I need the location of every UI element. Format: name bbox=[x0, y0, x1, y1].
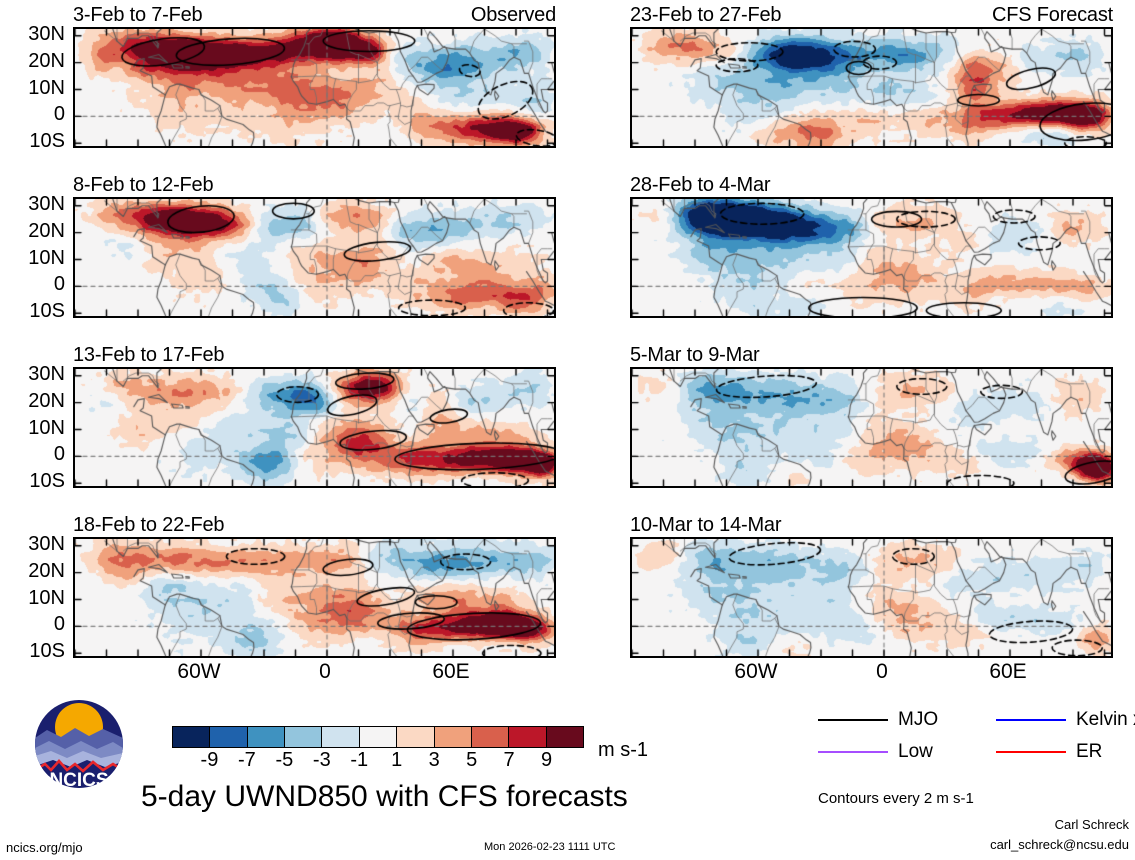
y-axis-tick-label: 10S bbox=[29, 300, 65, 323]
y-axis-tick-label: 10N bbox=[28, 416, 65, 439]
y-axis-tick-label: 0 bbox=[53, 613, 65, 636]
contours-note: Contours every 2 m s-1 bbox=[818, 790, 974, 807]
colorbar-segment bbox=[434, 727, 472, 747]
y-axis-tick-label: 10N bbox=[28, 246, 65, 269]
colorbar-tick-label: -7 bbox=[238, 749, 256, 771]
map-plot-area bbox=[73, 367, 556, 488]
y-axis-tick-label: 20N bbox=[28, 389, 65, 412]
colorbar-segment bbox=[471, 727, 510, 747]
y-axis-tick-label: 0 bbox=[53, 443, 65, 466]
map-plot-area bbox=[73, 197, 556, 318]
colorbar-tick-label: -3 bbox=[312, 749, 331, 771]
x-axis-tick-label: 60W bbox=[734, 660, 778, 683]
anomaly-map-canvas bbox=[632, 199, 1111, 316]
site-url[interactable]: ncics.org/mjo bbox=[6, 840, 83, 855]
colorbar-segment bbox=[210, 727, 248, 747]
colorbar-segment bbox=[546, 727, 583, 747]
author-email[interactable]: carl_schreck@ncsu.edu bbox=[990, 837, 1129, 852]
colorbar bbox=[172, 726, 584, 748]
legend-line-swatch bbox=[818, 751, 888, 753]
colorbar-units-label: m s-1 bbox=[598, 739, 648, 761]
x-axis-tick-label: 60E bbox=[432, 660, 470, 683]
y-axis-tick-label: 10S bbox=[29, 470, 65, 493]
colorbar-tick-label: 1 bbox=[391, 749, 403, 771]
y-axis-tick-label: 0 bbox=[53, 273, 65, 296]
colorbar-tick-label: -1 bbox=[350, 749, 369, 771]
ncics-logo-svg: NCICS bbox=[35, 700, 123, 791]
y-axis-tick-label: 10N bbox=[28, 586, 65, 609]
main-title: 5-day UWND850 with CFS forecasts bbox=[141, 780, 628, 813]
panel-title: 10-Mar to 14-Mar bbox=[630, 514, 782, 536]
anomaly-map-canvas bbox=[632, 539, 1111, 656]
legend-label: Kelvin x2 bbox=[1076, 709, 1135, 730]
anomaly-map-canvas bbox=[75, 29, 554, 146]
logo-red-line bbox=[35, 759, 123, 773]
colorbar-tick-label: 7 bbox=[503, 749, 515, 771]
map-plot-area bbox=[73, 537, 556, 658]
panel-title: 3-Feb to 7-Feb bbox=[73, 4, 203, 26]
x-axis-tick-label: 60E bbox=[989, 660, 1027, 683]
y-axis-tick-label: 30N bbox=[28, 22, 65, 45]
colorbar-segment bbox=[322, 727, 360, 747]
y-axis-tick-label: 20N bbox=[28, 49, 65, 72]
timestamp: Mon 2026-02-23 1111 UTC bbox=[484, 841, 616, 853]
colorbar-segment bbox=[509, 727, 547, 747]
anomaly-map-canvas bbox=[632, 369, 1111, 486]
logo-text: NCICS bbox=[49, 770, 108, 791]
colorbar-tick-label: 9 bbox=[540, 749, 553, 771]
y-axis-tick-label: 10N bbox=[28, 76, 65, 99]
y-axis-tick-label: 20N bbox=[28, 559, 65, 582]
panel-title: 13-Feb to 17-Feb bbox=[73, 344, 225, 366]
y-axis-tick-label: 30N bbox=[28, 532, 65, 555]
colorbar-tick-labels: -9 -7 -5 -3 -1 1 3 5 7 9 bbox=[172, 750, 584, 774]
legend-label: MJO bbox=[898, 709, 939, 730]
ncics-logo: NCICS bbox=[27, 694, 132, 799]
panel-title: 28-Feb to 4-Mar bbox=[630, 174, 771, 196]
map-plot-area bbox=[630, 27, 1113, 148]
colorbar-tick-label: -5 bbox=[275, 749, 294, 771]
panel-title: 23-Feb to 27-Feb bbox=[630, 4, 782, 26]
legend-label: ER bbox=[1076, 741, 1103, 762]
colorbar-segment bbox=[397, 727, 435, 747]
y-axis-tick-label: 20N bbox=[28, 219, 65, 242]
x-axis-tick-label: 60W bbox=[177, 660, 221, 683]
legend-label: Low bbox=[898, 741, 933, 762]
y-axis-tick-label: 10S bbox=[29, 130, 65, 153]
anomaly-map-canvas bbox=[75, 369, 554, 486]
colorbar-segment bbox=[285, 727, 323, 747]
cfs-forecast-label: CFS Forecast bbox=[992, 4, 1113, 26]
legend-line-swatch bbox=[996, 719, 1066, 721]
y-axis-tick-label: 30N bbox=[28, 192, 65, 215]
author-name: Carl Schreck bbox=[1054, 817, 1129, 832]
anomaly-map-canvas bbox=[75, 199, 554, 316]
panel-title: 5-Mar to 9-Mar bbox=[630, 344, 760, 366]
anomaly-map-canvas bbox=[75, 539, 554, 656]
y-axis-tick-label: 10S bbox=[29, 640, 65, 663]
anomaly-map-canvas bbox=[632, 29, 1111, 146]
colorbar-tick-label: 5 bbox=[466, 749, 478, 771]
colorbar-tick-label: 3 bbox=[428, 749, 440, 771]
map-plot-area bbox=[630, 367, 1113, 488]
colorbar-tick-label: -9 bbox=[200, 749, 219, 771]
legend-line-swatch bbox=[818, 719, 888, 721]
x-axis-tick-label: 0 bbox=[876, 660, 888, 683]
y-axis-tick-label: 30N bbox=[28, 362, 65, 385]
panel-title: 18-Feb to 22-Feb bbox=[73, 514, 225, 536]
x-axis-tick-label: 0 bbox=[319, 660, 331, 683]
map-plot-area bbox=[630, 537, 1113, 658]
colorbar-segment bbox=[359, 727, 398, 747]
observed-label: Observed bbox=[470, 4, 556, 26]
map-plot-area bbox=[73, 27, 556, 148]
colorbar-segment bbox=[173, 727, 211, 747]
legend-line-swatch bbox=[996, 751, 1066, 753]
map-plot-area bbox=[630, 197, 1113, 318]
panel-title: 8-Feb to 12-Feb bbox=[73, 174, 214, 196]
colorbar-segment bbox=[247, 727, 286, 747]
wave-filter-legend: MJO Kelvin x2 Low ER bbox=[818, 708, 1135, 770]
y-axis-tick-label: 0 bbox=[53, 103, 65, 126]
